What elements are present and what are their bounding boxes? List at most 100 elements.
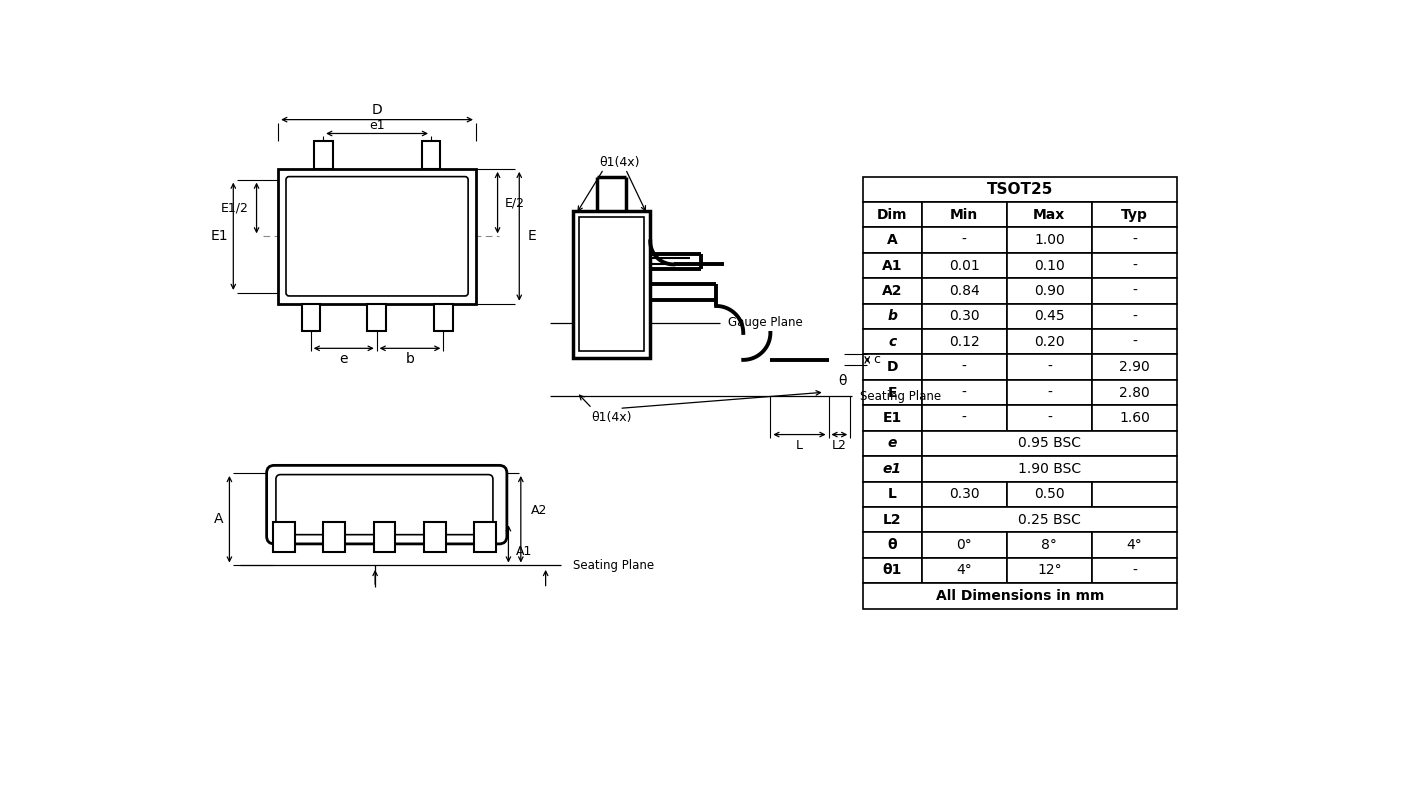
Text: θ: θ xyxy=(838,373,846,388)
Text: L2: L2 xyxy=(883,512,902,527)
Text: 12°: 12° xyxy=(1037,563,1062,578)
Bar xyxy=(922,481,1007,507)
Bar xyxy=(425,523,446,551)
Bar xyxy=(863,456,922,481)
Text: c: c xyxy=(889,335,896,349)
Text: 0.01: 0.01 xyxy=(949,259,980,273)
Text: -: - xyxy=(1047,385,1052,400)
Text: 1.90 BSC: 1.90 BSC xyxy=(1018,462,1081,476)
Text: -: - xyxy=(961,385,967,400)
Text: e1: e1 xyxy=(883,462,902,476)
Bar xyxy=(1092,227,1177,253)
Bar xyxy=(1007,304,1092,329)
Text: -: - xyxy=(961,411,967,425)
Text: L2: L2 xyxy=(832,439,846,452)
Bar xyxy=(922,253,1007,279)
Bar xyxy=(863,253,922,279)
Bar xyxy=(922,507,1177,532)
Bar xyxy=(863,558,922,583)
Bar xyxy=(863,507,922,532)
Text: Max: Max xyxy=(1034,207,1065,222)
Bar xyxy=(863,354,922,380)
Bar xyxy=(572,211,650,358)
Bar xyxy=(314,141,332,169)
Bar xyxy=(1092,279,1177,304)
Bar xyxy=(922,202,1007,227)
Text: 0.30: 0.30 xyxy=(949,310,980,323)
Bar xyxy=(1007,405,1092,431)
Bar xyxy=(922,354,1007,380)
Bar xyxy=(1092,202,1177,227)
Text: e: e xyxy=(339,352,348,366)
Text: 0.90: 0.90 xyxy=(1034,284,1065,298)
Text: TSOT25: TSOT25 xyxy=(987,182,1054,197)
Text: L: L xyxy=(797,439,802,452)
Bar xyxy=(1007,532,1092,558)
Bar xyxy=(1092,380,1177,405)
Bar xyxy=(1007,558,1092,583)
Text: -: - xyxy=(1132,563,1137,578)
Text: A: A xyxy=(888,233,897,247)
Text: All Dimensions in mm: All Dimensions in mm xyxy=(936,589,1105,602)
Text: E: E xyxy=(527,229,537,243)
Bar xyxy=(373,523,395,551)
Text: E1: E1 xyxy=(210,229,229,243)
Bar xyxy=(863,304,922,329)
Bar xyxy=(863,532,922,558)
Text: E/2: E/2 xyxy=(504,196,524,209)
Text: -: - xyxy=(961,360,967,374)
Text: -: - xyxy=(961,233,967,247)
Text: b: b xyxy=(406,352,415,366)
Text: 0°: 0° xyxy=(956,538,973,552)
Text: 4°: 4° xyxy=(1126,538,1143,552)
Bar xyxy=(863,481,922,507)
Text: -: - xyxy=(1047,360,1052,374)
Bar xyxy=(1007,329,1092,354)
Bar xyxy=(273,523,294,551)
Text: A2: A2 xyxy=(882,284,903,298)
Text: b: b xyxy=(888,310,897,323)
Text: Typ: Typ xyxy=(1122,207,1147,222)
Bar xyxy=(1007,279,1092,304)
Bar xyxy=(922,227,1007,253)
Text: -: - xyxy=(1132,259,1137,273)
Bar xyxy=(863,227,922,253)
FancyBboxPatch shape xyxy=(275,475,493,535)
Text: L: L xyxy=(888,488,897,501)
Bar xyxy=(1092,329,1177,354)
Bar xyxy=(922,304,1007,329)
Text: e1: e1 xyxy=(369,119,385,132)
Bar xyxy=(922,405,1007,431)
Text: c: c xyxy=(873,354,880,366)
Text: -: - xyxy=(1132,335,1137,349)
Text: 0.25 BSC: 0.25 BSC xyxy=(1018,512,1081,527)
Bar xyxy=(368,304,386,331)
Bar xyxy=(278,169,476,304)
Bar xyxy=(863,329,922,354)
Text: θ1(4x): θ1(4x) xyxy=(591,411,632,424)
Text: -: - xyxy=(1132,233,1137,247)
FancyBboxPatch shape xyxy=(267,465,507,544)
Text: Gauge Plane: Gauge Plane xyxy=(728,317,802,330)
Text: 0.95 BSC: 0.95 BSC xyxy=(1018,437,1081,450)
Bar xyxy=(863,202,922,227)
Bar xyxy=(1007,253,1092,279)
Bar xyxy=(863,176,1177,202)
Text: 0.20: 0.20 xyxy=(1034,335,1065,349)
Bar xyxy=(922,558,1007,583)
Text: θ1(4x): θ1(4x) xyxy=(599,156,639,169)
Text: D: D xyxy=(372,104,382,117)
Bar xyxy=(1007,354,1092,380)
Text: 0.30: 0.30 xyxy=(949,488,980,501)
Text: 0.84: 0.84 xyxy=(949,284,980,298)
Text: -: - xyxy=(1047,411,1052,425)
Bar xyxy=(1092,354,1177,380)
Bar xyxy=(1092,558,1177,583)
Bar xyxy=(922,329,1007,354)
Bar xyxy=(579,217,645,351)
Bar xyxy=(324,523,345,551)
Text: E1/2: E1/2 xyxy=(222,201,248,215)
Text: 1.00: 1.00 xyxy=(1034,233,1065,247)
Text: -: - xyxy=(1132,310,1137,323)
Text: 1.60: 1.60 xyxy=(1119,411,1150,425)
